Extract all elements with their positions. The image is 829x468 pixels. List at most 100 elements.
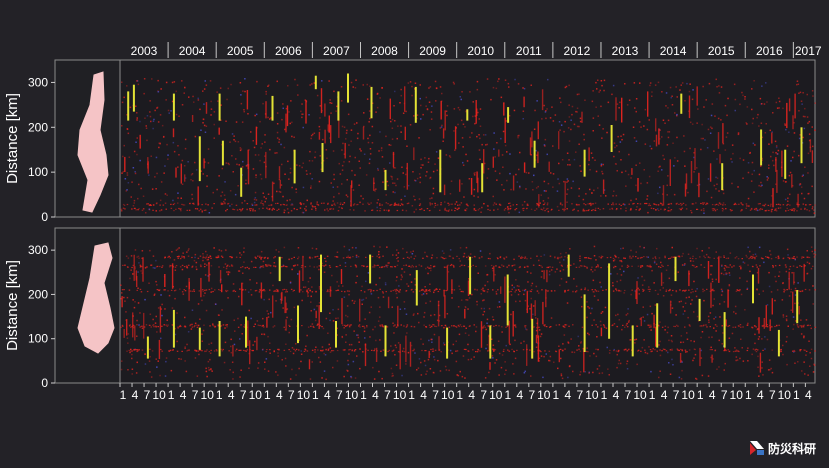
event-point: [212, 191, 214, 194]
band-point: [537, 203, 539, 205]
band-point: [800, 325, 803, 327]
event-point: [552, 120, 555, 122]
band-point: [789, 209, 791, 211]
event-point: [716, 368, 718, 370]
event-point: [559, 97, 561, 99]
band-point: [435, 289, 437, 291]
year-label: 2017: [795, 44, 822, 58]
event-point: [729, 252, 732, 254]
event-point: [391, 118, 394, 121]
event-point: [152, 127, 154, 130]
event-point: [787, 254, 789, 256]
band-point: [529, 290, 531, 292]
event-point: [567, 180, 569, 182]
event-point: [363, 327, 366, 329]
band-point: [755, 264, 758, 266]
event-point: [399, 308, 402, 310]
band-point: [566, 266, 569, 268]
band-point: [130, 326, 132, 328]
band-point: [169, 349, 172, 351]
logo-text: 防災科研: [768, 442, 817, 456]
band-point: [463, 264, 466, 267]
event-point: [288, 258, 290, 261]
band-point: [205, 289, 208, 291]
band-point: [148, 209, 151, 211]
event-point: [480, 293, 482, 295]
event-point: [403, 186, 406, 188]
band-point: [603, 326, 606, 328]
event-point: [414, 352, 416, 354]
band-point: [433, 324, 435, 326]
event-point: [773, 164, 775, 167]
band-point: [380, 325, 382, 327]
band-point: [691, 257, 694, 260]
event-point: [294, 78, 296, 81]
event-point: [227, 162, 230, 165]
band-point: [350, 265, 352, 267]
event-point: [239, 82, 242, 84]
band-point: [506, 325, 509, 327]
event-point: [358, 184, 360, 186]
band-point: [655, 258, 657, 260]
event-point: [368, 121, 370, 123]
event-point: [612, 260, 615, 262]
event-point: [194, 135, 197, 138]
event-point: [122, 155, 124, 158]
event-point: [526, 265, 528, 268]
event-point: [670, 335, 673, 337]
event-point: [126, 85, 128, 87]
band-point: [475, 209, 477, 212]
band-point: [439, 288, 441, 290]
event-point: [805, 204, 807, 206]
event-point: [720, 272, 723, 275]
event-point: [210, 287, 213, 290]
event-point: [391, 127, 394, 129]
event-point: [779, 207, 782, 209]
event-point: [746, 205, 748, 207]
band-point: [210, 257, 212, 259]
band-point: [515, 289, 517, 291]
event-point: [717, 117, 720, 120]
band-point: [487, 350, 489, 352]
event-point: [429, 300, 432, 303]
event-point: [591, 100, 594, 103]
event-point: [734, 347, 736, 349]
band-point: [367, 202, 369, 204]
event-point: [413, 211, 415, 213]
event-point: [311, 83, 313, 85]
event-point: [535, 329, 538, 332]
event-point: [149, 371, 151, 373]
event-point: [703, 299, 705, 302]
event-point: [430, 338, 433, 341]
event-point: [514, 78, 516, 81]
band-point: [367, 289, 370, 291]
band-point: [762, 204, 764, 206]
event-point: [223, 200, 225, 203]
band-point: [153, 326, 155, 328]
event-point: [429, 289, 431, 291]
band-point: [600, 257, 602, 259]
event-point: [405, 363, 407, 365]
event-point: [255, 176, 257, 179]
event-point: [231, 133, 234, 135]
band-point: [150, 204, 152, 206]
event-point: [775, 152, 777, 154]
band-point: [120, 208, 123, 210]
event-point: [414, 180, 417, 182]
band-point: [715, 203, 718, 205]
event-point: [518, 134, 520, 137]
event-point: [243, 110, 245, 113]
event-point: [650, 147, 653, 150]
band-point: [355, 265, 357, 267]
event-point: [291, 203, 293, 205]
event-point: [642, 306, 644, 308]
month-label: 1: [553, 388, 560, 402]
event-point: [684, 302, 687, 304]
band-point: [784, 264, 787, 266]
band-point: [563, 208, 566, 210]
band-point: [353, 350, 356, 352]
band-point: [591, 203, 593, 205]
band-point: [129, 350, 132, 352]
band-point: [453, 289, 456, 291]
event-point: [786, 145, 789, 147]
